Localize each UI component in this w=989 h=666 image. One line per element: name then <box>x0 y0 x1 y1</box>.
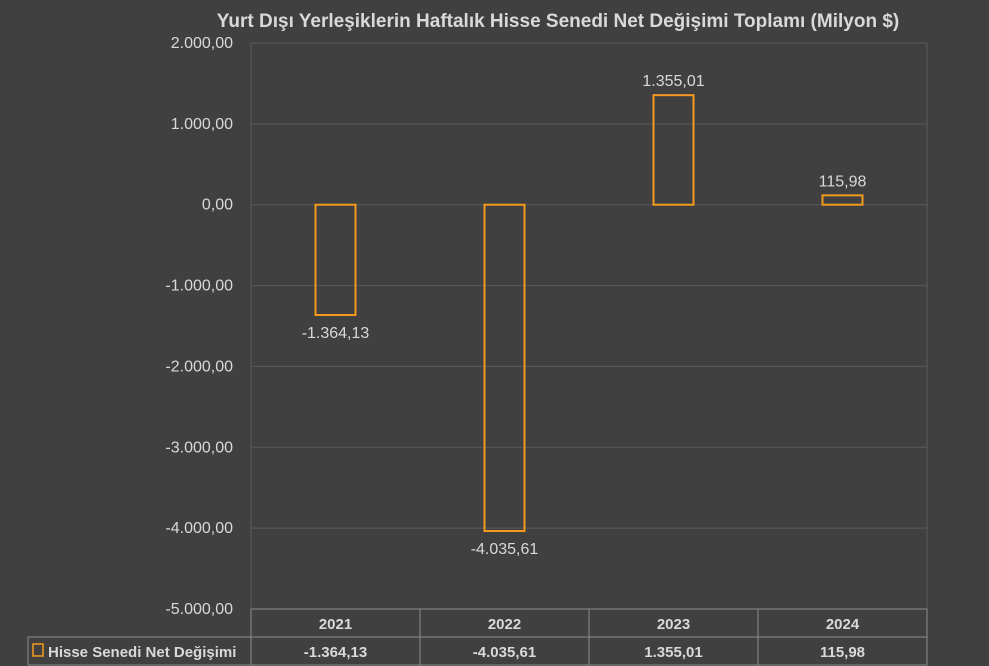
data-labels: -1.364,13 -4.035,61 1.355,01 115,98 <box>302 73 867 558</box>
data-label-2024: 115,98 <box>819 173 867 190</box>
bar-2023 <box>652 94 695 206</box>
y-tick-label: -1.000,00 <box>165 278 233 295</box>
table-header-2022: 2022 <box>488 616 521 633</box>
legend-series-name: Hisse Senedi Net Değişimi <box>48 644 236 661</box>
bar-2022 <box>483 203 526 533</box>
y-tick-label: 1.000,00 <box>171 116 233 133</box>
table-value-2021: -1.364,13 <box>304 644 367 661</box>
data-label-2022: -4.035,61 <box>471 541 539 558</box>
y-axis-tick-labels: 2.000,00 1.000,00 0,00 -1.000,00 -2.000,00 -3… <box>165 35 233 618</box>
bar-2021 <box>314 203 357 317</box>
y-tick-label: -3.000,00 <box>165 439 233 456</box>
y-tick-label: -5.000,00 <box>165 601 233 618</box>
table-header-2021: 2021 <box>319 616 352 633</box>
data-label-2023: 1.355,01 <box>642 73 704 90</box>
table-header-2024: 2024 <box>826 616 860 633</box>
chart-title: Yurt Dışı Yerleşiklerin Haftalık Hisse S… <box>217 11 899 32</box>
y-tick-label: -2.000,00 <box>165 358 233 375</box>
y-tick-label: 2.000,00 <box>171 35 233 52</box>
gridlines <box>250 42 928 609</box>
table-header-2023: 2023 <box>657 616 690 633</box>
y-tick-label: -4.000,00 <box>165 520 233 537</box>
data-table: 2021 -1.364,13 2022 -4.035,61 2023 1.355,01 20… <box>27 608 928 666</box>
legend-key <box>32 643 44 657</box>
y-tick-label: 0,00 <box>202 197 233 214</box>
data-label-2021: -1.364,13 <box>302 325 370 342</box>
table-value-2023: 1.355,01 <box>644 644 702 661</box>
bars <box>314 94 864 533</box>
table-value-2024: 115,98 <box>820 644 865 661</box>
table-value-2022: -4.035,61 <box>473 644 536 661</box>
bar-2024 <box>821 194 864 206</box>
